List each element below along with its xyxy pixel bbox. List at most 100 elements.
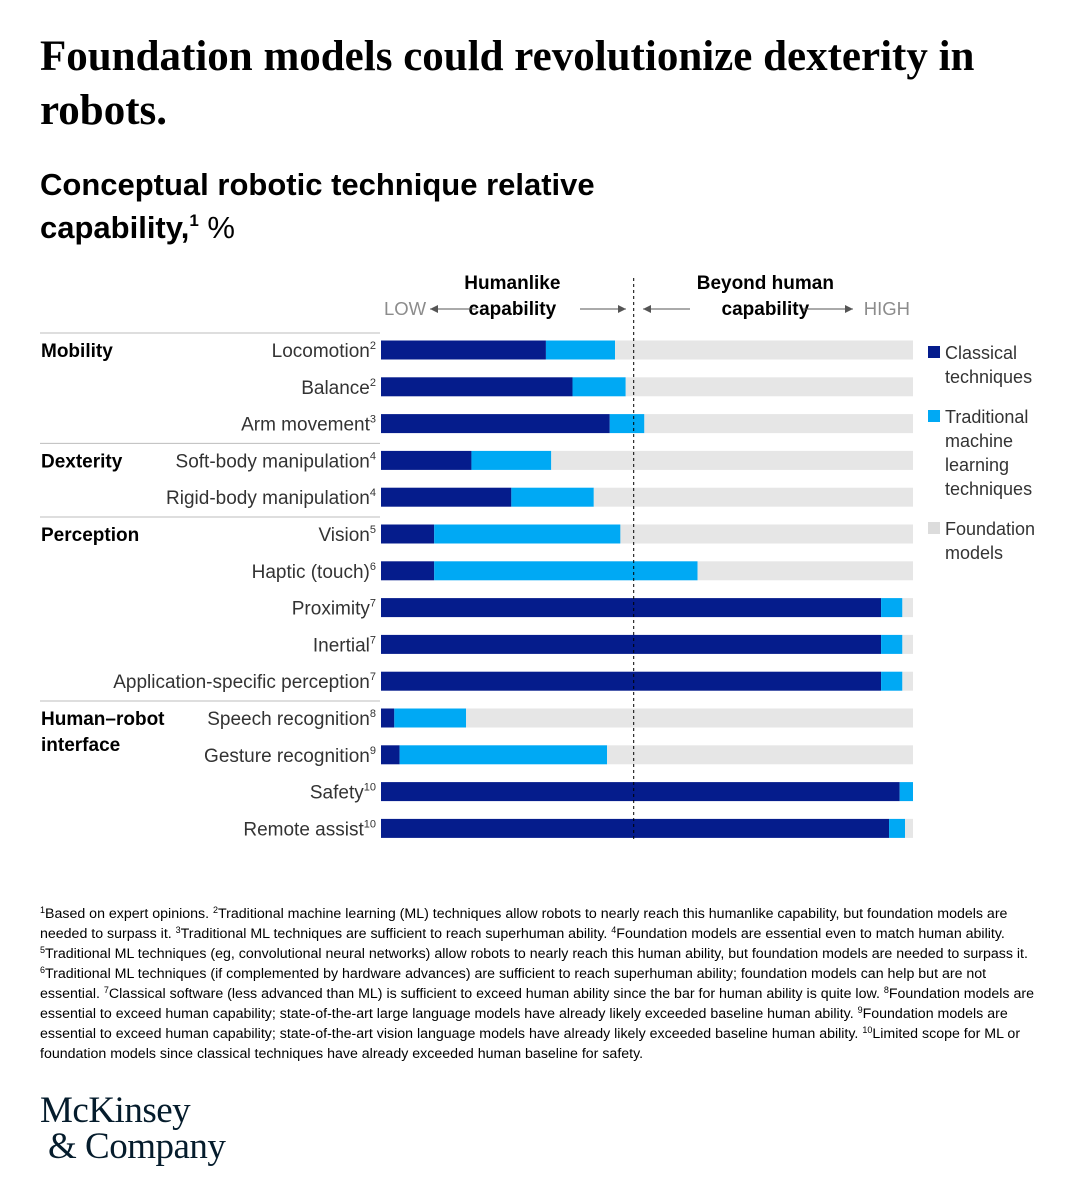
footnote-text: Traditional machine learning (ML) techni…	[40, 906, 1008, 942]
group-label: Human–robot	[41, 709, 165, 730]
footnote-text: Foundation models are essential to excee…	[40, 1006, 1008, 1042]
bar-segment	[625, 377, 913, 397]
footnote-text: Foundation models are essential to excee…	[40, 986, 1034, 1022]
legend-swatch	[928, 346, 940, 358]
bar-segment	[593, 487, 913, 507]
bar-segment	[394, 708, 467, 728]
footnotes: 1Based on expert opinions. 2Traditional …	[40, 904, 1040, 1064]
bar-segment	[381, 414, 610, 434]
legend-swatch	[928, 410, 940, 422]
bar-segment	[381, 818, 890, 838]
bar-segment	[381, 708, 395, 728]
footnote-5: 5Traditional ML techniques (eg, convolut…	[40, 945, 1028, 963]
bar-segment	[644, 414, 913, 434]
bar-segment	[381, 377, 573, 397]
bar-segment	[899, 782, 913, 802]
category-label: Gesture recognition9	[204, 745, 376, 767]
scale-high-label: HIGH	[864, 298, 910, 319]
bar-segment	[902, 598, 913, 618]
footnote-marker: 5	[40, 945, 46, 955]
zone-beyond-line1: Beyond human	[697, 273, 834, 294]
footnote-marker: 10	[862, 1025, 873, 1035]
bar-segment	[381, 671, 882, 691]
category-label: Rigid-body manipulation4	[166, 487, 376, 509]
bar-segment	[434, 561, 698, 581]
footnote-marker: 2	[213, 905, 219, 915]
legend-label: Traditional machine learning techniques	[945, 407, 1032, 499]
scale-low-label: LOW	[384, 298, 427, 319]
bar-segment	[615, 340, 913, 360]
bar-segment	[381, 524, 435, 544]
group-label: interface	[41, 735, 120, 756]
category-label: Vision5	[318, 524, 376, 546]
footnote-marker: 9	[857, 1005, 863, 1015]
footnote-9: 9Foundation models are essential to exce…	[40, 1005, 1008, 1043]
footnote-marker: 4	[611, 925, 617, 935]
group-label: Dexterity	[41, 451, 123, 472]
legend-label: Classical techniques	[945, 343, 1032, 387]
category-label: Proximity7	[292, 598, 376, 620]
category-label: Safety10	[310, 782, 376, 804]
bar-segment	[905, 818, 913, 838]
footnote-3: 3Traditional ML techniques are sufficien…	[175, 925, 612, 943]
bar-segment	[399, 745, 608, 765]
bar-segment	[466, 708, 913, 728]
bar-segment	[434, 524, 621, 544]
bar-segment	[381, 561, 435, 581]
bar-segment	[511, 487, 594, 507]
chart-title: Foundation models could revolutionize de…	[40, 33, 975, 134]
footnote-7: 7Classical software (less advanced than …	[103, 985, 884, 1003]
bar-segment	[697, 561, 913, 581]
category-label: Balance2	[301, 377, 376, 399]
legend-label: Foundation models	[945, 519, 1035, 563]
chart-subtitle: Conceptual robotic technique relative ca…	[40, 163, 600, 249]
footnote-4: 4Foundation models are essential even to…	[611, 925, 1005, 943]
bar-segment	[381, 782, 900, 802]
bar-segment	[881, 671, 903, 691]
bar-segment	[381, 487, 512, 507]
bar-segment	[551, 450, 913, 470]
arrow-left-beyond	[643, 305, 690, 313]
footnote-8: 8Foundation models are essential to exce…	[40, 986, 1034, 1023]
footnote-marker: 6	[40, 965, 46, 975]
category-label: Speech recognition8	[207, 708, 376, 730]
category-label: Soft-body manipulation4	[176, 450, 376, 472]
subtitle-unit: %	[207, 210, 235, 245]
footnote-text: Limited scope for ML or foundation model…	[40, 1026, 1021, 1062]
legend-swatch	[928, 522, 940, 534]
bar-segment	[381, 745, 400, 765]
bar-segment	[381, 598, 882, 618]
footnote-marker: 1	[40, 905, 46, 915]
footnote-text: Classical software (less advanced than M…	[108, 986, 884, 1002]
zone-humanlike-line2: capability	[469, 299, 557, 320]
bar-segment	[902, 634, 913, 654]
footnote-10: 10Limited scope for ML or foundation mod…	[40, 1025, 1021, 1063]
bar-segment	[889, 818, 906, 838]
footnote-6: 6Traditional ML techniques (if complemen…	[40, 965, 987, 1003]
bar-segment	[609, 414, 645, 434]
footnote-text: Traditional ML techniques (if complement…	[40, 966, 987, 1002]
bar-segment	[381, 634, 882, 654]
group-label: Perception	[41, 525, 139, 546]
category-label: Locomotion2	[272, 340, 376, 362]
footnote-text: Traditional ML techniques (eg, convoluti…	[45, 946, 1028, 962]
bar-segment	[572, 377, 626, 397]
bar-segment	[381, 450, 472, 470]
category-label: Arm movement3	[241, 414, 376, 436]
logo-line-2: & Company	[48, 1126, 226, 1167]
subtitle-footnote-marker: 1	[189, 211, 199, 230]
footnote-text: Based on expert opinions.	[45, 906, 214, 922]
zone-humanlike-line1: Humanlike	[464, 273, 560, 294]
footnote-2: 2Traditional machine learning (ML) techn…	[40, 905, 1008, 943]
footnote-marker: 7	[103, 985, 109, 995]
category-label: Inertial7	[313, 634, 376, 656]
arrow-left-low	[430, 305, 477, 313]
footnote-text: Foundation models are essential even to …	[616, 926, 1005, 942]
zone-beyond-line2: capability	[722, 299, 810, 320]
bar-segment	[881, 634, 903, 654]
bar-segment	[620, 524, 913, 544]
subtitle-text: Conceptual robotic technique relative ca…	[40, 167, 595, 245]
footnote-marker: 3	[175, 925, 181, 935]
mckinsey-logo: McKinsey & Company	[40, 1090, 226, 1167]
logo-line-1: McKinsey	[40, 1090, 191, 1131]
